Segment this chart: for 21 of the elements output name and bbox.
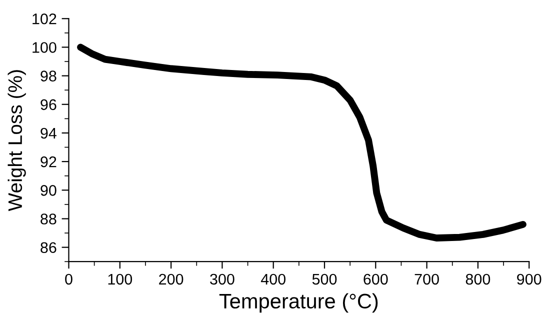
y-tick-label: 96: [40, 99, 56, 110]
x-tick-label: 400: [260, 274, 286, 285]
x-tick-label: 0: [65, 274, 72, 285]
x-tick-label: 500: [312, 274, 337, 285]
y-tick-label: 86: [40, 242, 56, 254]
y-tick-label: 92: [40, 156, 56, 168]
x-tick-label: 200: [159, 274, 184, 285]
x-axis-title: Temperature (°C): [219, 293, 378, 313]
x-tick-label: 800: [466, 274, 490, 285]
y-tick-label: 100: [32, 42, 56, 53]
y-tick-label: 98: [40, 70, 56, 82]
y-tick-label: 94: [40, 128, 56, 139]
x-tick-label: 100: [108, 274, 132, 285]
x-tick-label: 600: [364, 274, 388, 285]
y-tick-label: 102: [32, 13, 56, 24]
y-axis-title: Weight Loss (%): [8, 70, 26, 212]
x-tick-label: 700: [414, 274, 439, 285]
y-tick-label: 88: [40, 214, 56, 224]
y-tick-label: 90: [40, 185, 56, 196]
x-tick-label: 900: [517, 274, 542, 285]
x-tick-label: 300: [210, 274, 234, 285]
